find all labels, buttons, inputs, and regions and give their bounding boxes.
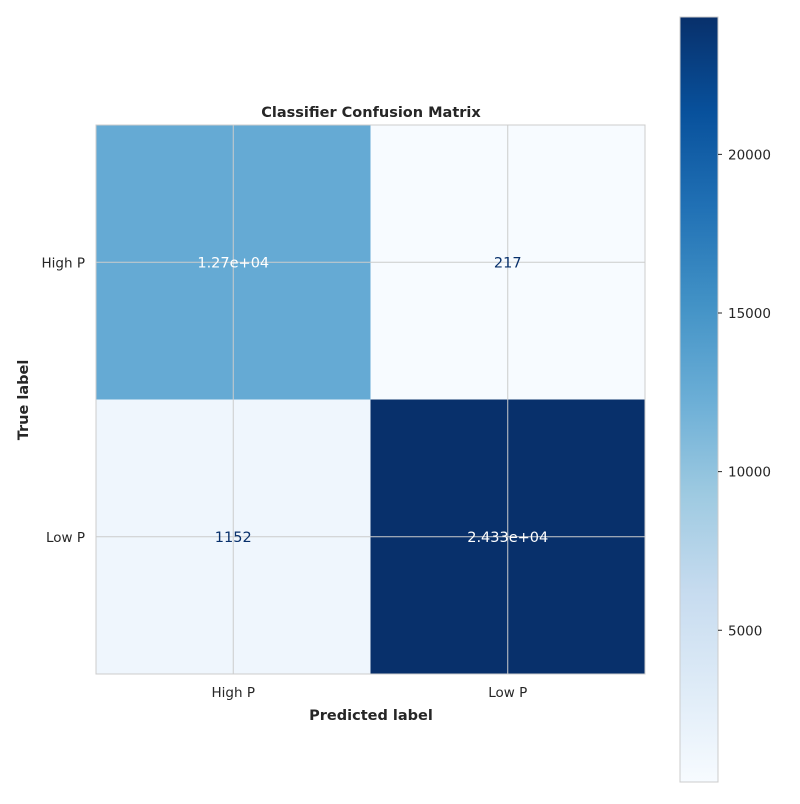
x-tick-labels: High P Low P <box>212 685 528 701</box>
cell-value-label: 1.27e+04 <box>197 255 269 271</box>
plot-frame <box>95 124 646 675</box>
y-tick-labels: High P Low P <box>42 255 85 546</box>
x-tick-label: Low P <box>488 685 527 701</box>
colorbar: 5000 10000 15000 20000 <box>679 16 771 783</box>
y-tick-label: Low P <box>46 530 85 546</box>
heatmap-cells <box>96 125 646 675</box>
colorbar-gradient <box>679 16 719 783</box>
cell-value-label: 217 <box>494 255 522 271</box>
cell-value-label: 2.433e+04 <box>467 530 548 546</box>
x-axis-label: Predicted label <box>309 708 433 724</box>
colorbar-ticks: 5000 10000 15000 20000 <box>718 147 771 639</box>
cell-value-label: 1152 <box>215 530 252 546</box>
cell-value-labels: 1.27e+04 217 1152 2.433e+04 <box>197 255 548 546</box>
x-tick-label: High P <box>212 685 255 701</box>
y-tick-label: High P <box>42 255 85 271</box>
chart-title: Classifier Confusion Matrix <box>261 105 481 121</box>
colorbar-tick-label: 10000 <box>728 465 771 481</box>
y-axis-label: True label <box>16 360 32 441</box>
grid-lines <box>96 125 645 674</box>
colorbar-tick-label: 5000 <box>728 623 762 639</box>
colorbar-tick-label: 20000 <box>728 147 771 163</box>
colorbar-tick-label: 15000 <box>728 306 771 322</box>
